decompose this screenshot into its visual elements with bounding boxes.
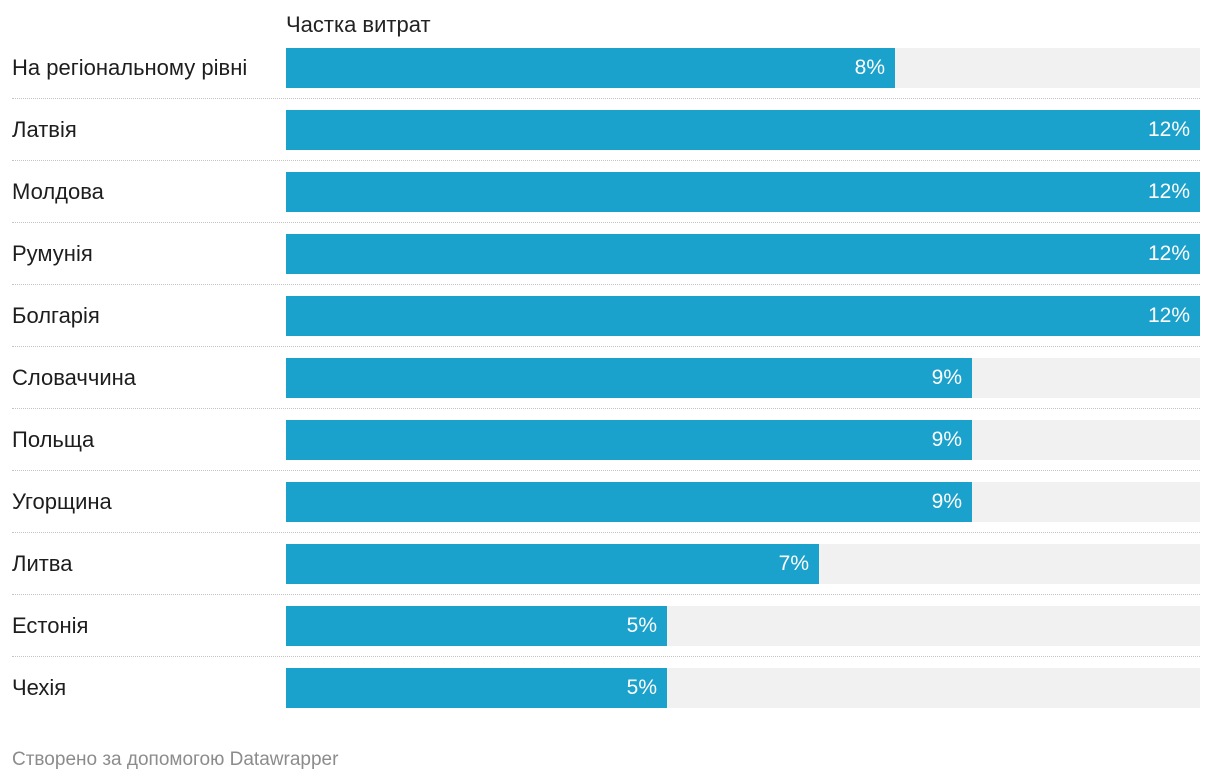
- bar-track: 5%: [286, 606, 1200, 646]
- bar-row: Молдова 12%: [12, 172, 1200, 234]
- value-label: 12%: [1147, 242, 1190, 265]
- bar-row: Латвія 12%: [12, 110, 1200, 172]
- bar-track: 12%: [286, 110, 1200, 150]
- row-divider: [12, 284, 1200, 285]
- bar-row: На регіональному рівні 8%: [12, 48, 1200, 110]
- bar-track: 9%: [286, 482, 1200, 522]
- bar-row: Литва 7%: [12, 544, 1200, 606]
- bar-row: Чехія 5%: [12, 668, 1200, 730]
- bar-track: 12%: [286, 296, 1200, 336]
- bar: [286, 544, 819, 584]
- row-divider: [12, 222, 1200, 223]
- value-label: 8%: [854, 56, 885, 79]
- bar-track: 9%: [286, 358, 1200, 398]
- bar: [286, 358, 972, 398]
- category-label: Чехія: [12, 675, 67, 700]
- bar: [286, 48, 895, 88]
- category-label: Угорщина: [12, 489, 112, 514]
- bar-track: 9%: [286, 420, 1200, 460]
- value-label: 5%: [626, 676, 657, 699]
- bar-track: 7%: [286, 544, 1200, 584]
- bar: [286, 606, 667, 646]
- value-label: 12%: [1147, 118, 1190, 141]
- bar-track: 8%: [286, 48, 1200, 88]
- bar-row: Словаччина 9%: [12, 358, 1200, 420]
- bar: [286, 234, 1200, 274]
- bar: [286, 668, 667, 708]
- column-header: Частка витрат: [286, 12, 431, 37]
- value-label: 12%: [1147, 304, 1190, 327]
- category-label: Латвія: [12, 117, 77, 142]
- value-label: 7%: [778, 552, 809, 575]
- bar-row: Естонія 5%: [12, 606, 1200, 668]
- row-divider: [12, 160, 1200, 161]
- value-label: 9%: [931, 490, 962, 513]
- category-label: Литва: [12, 551, 73, 576]
- bar-track: 12%: [286, 172, 1200, 212]
- row-divider: [12, 408, 1200, 409]
- bar: [286, 482, 972, 522]
- bar-rows: На регіональному рівні 8% Латвія 12% Молдова…: [12, 48, 1200, 730]
- category-label: Румунія: [12, 241, 93, 266]
- row-divider: [12, 470, 1200, 471]
- bar-row: Болгарія 12%: [12, 296, 1200, 358]
- category-label: Польща: [12, 427, 95, 452]
- row-divider: [12, 532, 1200, 533]
- value-label: 5%: [626, 614, 657, 637]
- value-label: 12%: [1147, 180, 1190, 203]
- bar-track: 5%: [286, 668, 1200, 708]
- category-label: Молдова: [12, 179, 104, 204]
- row-divider: [12, 594, 1200, 595]
- footer-credit: Створено за допомогою Datawrapper: [12, 749, 339, 770]
- bar-row: Угорщина 9%: [12, 482, 1200, 544]
- category-label: Словаччина: [12, 365, 136, 390]
- bar-row: Румунія 12%: [12, 234, 1200, 296]
- row-divider: [12, 346, 1200, 347]
- row-divider: [12, 98, 1200, 99]
- category-label: Болгарія: [12, 303, 100, 328]
- bar-row: Польща 9%: [12, 420, 1200, 482]
- category-label: На регіональному рівні: [12, 55, 248, 80]
- bar: [286, 110, 1200, 150]
- row-divider: [12, 656, 1200, 657]
- bar: [286, 420, 972, 460]
- value-label: 9%: [931, 366, 962, 389]
- value-label: 9%: [931, 428, 962, 451]
- bar-track: 12%: [286, 234, 1200, 274]
- category-label: Естонія: [12, 613, 89, 638]
- bar: [286, 172, 1200, 212]
- bar: [286, 296, 1200, 336]
